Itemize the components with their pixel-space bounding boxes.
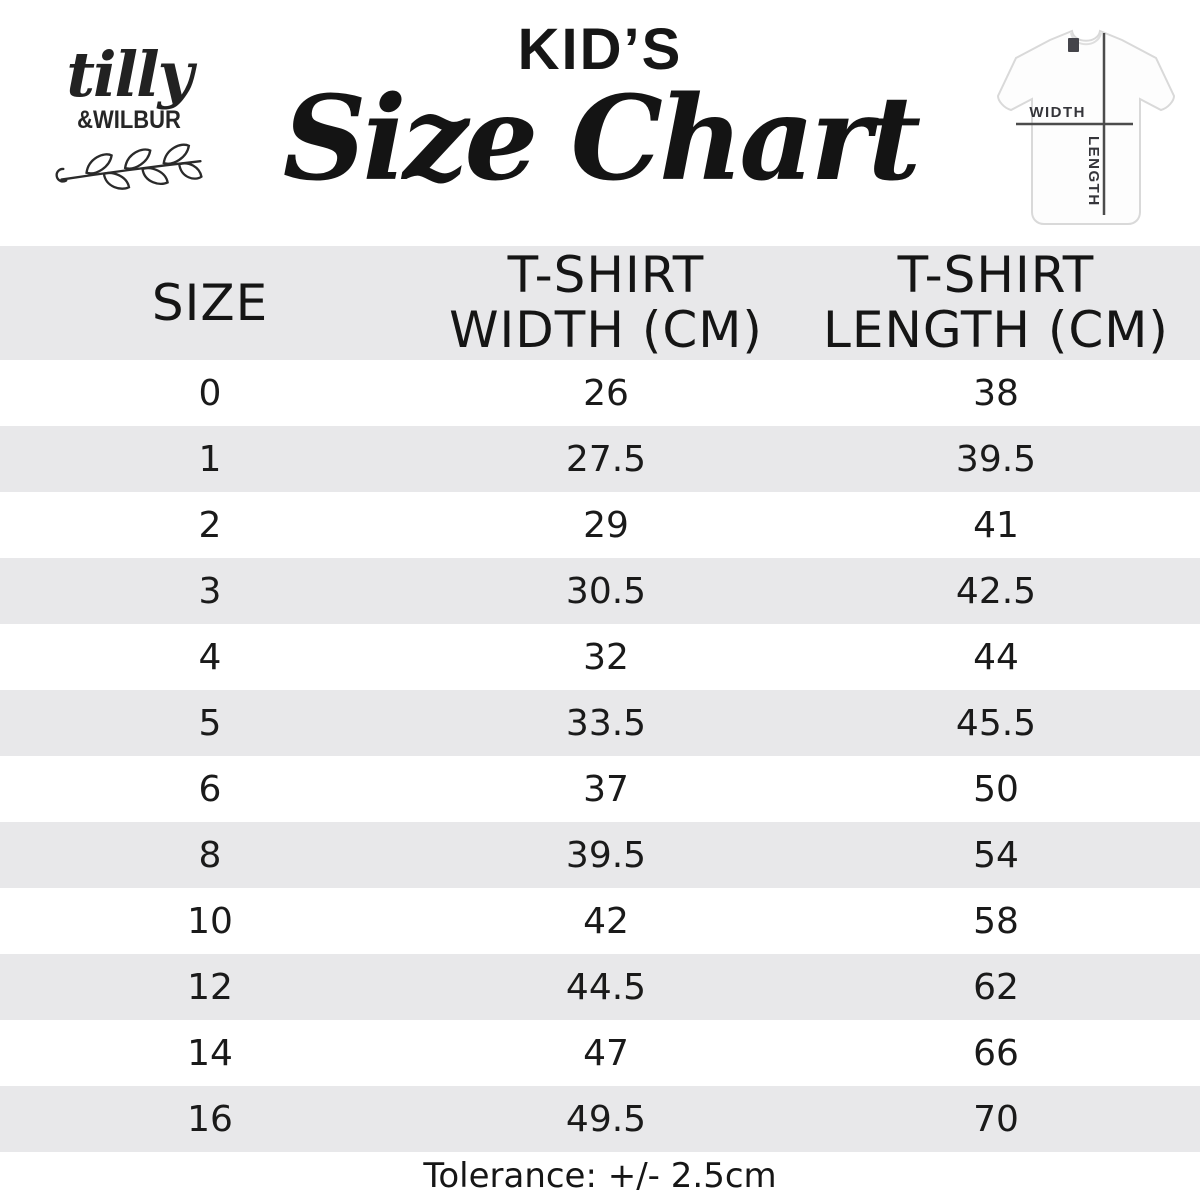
title-block: KID’S Size Chart xyxy=(0,0,1200,201)
tolerance-note: Tolerance: +/- 2.5cm xyxy=(423,1156,777,1196)
length-cell: 45.5 xyxy=(955,702,1037,744)
tshirt-body xyxy=(996,29,1176,225)
width-cell: 47 xyxy=(583,1032,629,1074)
width-cell: 32 xyxy=(583,636,629,678)
table-row: 8 39.5 54 xyxy=(0,822,1200,888)
brand-name-script: tilly xyxy=(66,38,193,111)
table-row: 4 32 44 xyxy=(0,624,1200,690)
length-line-label: LENGTH xyxy=(1085,136,1102,207)
size-cell: 14 xyxy=(187,1032,233,1074)
width-line-label: WIDTH xyxy=(1029,104,1086,121)
page-title: Size Chart xyxy=(282,71,921,207)
table-row: 16 49.5 70 xyxy=(0,1086,1200,1152)
collar-rib xyxy=(1070,32,1102,46)
size-cell: 12 xyxy=(187,966,233,1008)
size-cell: 6 xyxy=(198,768,222,810)
length-cell: 62 xyxy=(973,966,1019,1008)
table-row: 12 44.5 62 xyxy=(0,954,1200,1020)
table-row: 5 33.5 45.5 xyxy=(0,690,1200,756)
size-table: SIZE T-SHIRT WIDTH (CM) T-SHIRT LENGTH (… xyxy=(0,246,1200,1152)
header-banner: KID’S Size Chart tilly &WILBUR WI xyxy=(0,0,1200,246)
table-body: 0 26 38 1 27.5 39.5 2 29 41 3 30.5 42.5 4 32 44 5 33.5 45… xyxy=(0,360,1200,1152)
length-cell: 42.5 xyxy=(955,570,1037,612)
width-cell: 39.5 xyxy=(565,834,647,876)
width-cell: 26 xyxy=(583,372,629,414)
width-cell: 29 xyxy=(583,504,629,546)
length-cell: 50 xyxy=(973,768,1019,810)
size-cell: 2 xyxy=(198,504,222,546)
size-cell: 1 xyxy=(198,438,222,480)
table-row: 1 27.5 39.5 xyxy=(0,426,1200,492)
width-cell: 49.5 xyxy=(565,1098,647,1140)
size-cell: 3 xyxy=(198,570,222,612)
length-cell: 38 xyxy=(973,372,1019,414)
length-cell: 58 xyxy=(973,900,1019,942)
width-cell: 30.5 xyxy=(565,570,647,612)
length-cell: 54 xyxy=(973,834,1019,876)
column-header-width: T-SHIRT WIDTH (CM) xyxy=(449,246,763,359)
table-header-row: SIZE T-SHIRT WIDTH (CM) T-SHIRT LENGTH (… xyxy=(0,246,1200,360)
length-cell: 44 xyxy=(973,636,1019,678)
size-cell: 10 xyxy=(187,900,233,942)
size-cell: 5 xyxy=(198,702,222,744)
laurel-branch-icon xyxy=(55,143,203,190)
brand-name-caps: &WILBUR xyxy=(77,106,181,134)
size-cell: 16 xyxy=(187,1098,233,1140)
table-row: 3 30.5 42.5 xyxy=(0,558,1200,624)
width-cell: 44.5 xyxy=(565,966,647,1008)
table-row: 6 37 50 xyxy=(0,756,1200,822)
table-row: 10 42 58 xyxy=(0,888,1200,954)
width-cell: 27.5 xyxy=(565,438,647,480)
footer: Tolerance: +/- 2.5cm xyxy=(0,1152,1200,1200)
title-kicker: KID’S xyxy=(517,17,683,82)
size-cell: 4 xyxy=(198,636,222,678)
size-cell: 0 xyxy=(198,372,222,414)
width-cell: 33.5 xyxy=(565,702,647,744)
brand-logo: tilly &WILBUR xyxy=(44,44,214,195)
size-cell: 8 xyxy=(198,834,222,876)
table-row: 14 47 66 xyxy=(0,1020,1200,1086)
tshirt-measurement-diagram: WIDTH LENGTH xyxy=(996,29,1176,225)
length-cell: 70 xyxy=(973,1098,1019,1140)
length-cell: 41 xyxy=(973,504,1019,546)
table-row: 2 29 41 xyxy=(0,492,1200,558)
width-cell: 37 xyxy=(583,768,629,810)
column-header-length: T-SHIRT LENGTH (CM) xyxy=(823,246,1169,359)
column-header-size: SIZE xyxy=(151,273,269,332)
length-cell: 39.5 xyxy=(955,438,1037,480)
table-row: 0 26 38 xyxy=(0,360,1200,426)
neck-label xyxy=(1068,38,1079,52)
length-cell: 66 xyxy=(973,1032,1019,1074)
width-cell: 42 xyxy=(583,900,629,942)
